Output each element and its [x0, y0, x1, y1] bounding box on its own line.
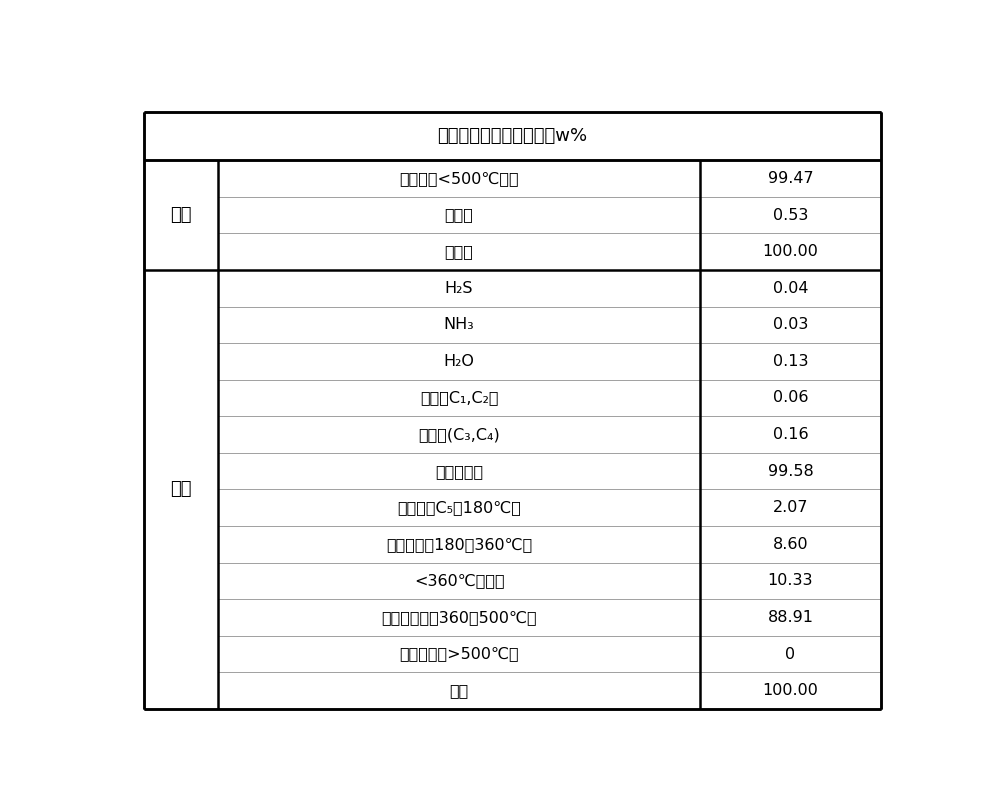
- Text: 耗氢量: 耗氢量: [445, 207, 474, 223]
- Text: 液化气(C₃,C₄): 液化气(C₃,C₄): [418, 427, 500, 442]
- Text: 0.04: 0.04: [773, 281, 808, 295]
- Text: H₂S: H₂S: [445, 281, 473, 295]
- Text: 100.00: 100.00: [762, 245, 818, 259]
- Text: 合计: 合计: [449, 683, 469, 698]
- Text: 柴油馏分（180～360℃）: 柴油馏分（180～360℃）: [386, 537, 532, 552]
- Text: 0.53: 0.53: [773, 207, 808, 223]
- Text: 出料: 出料: [170, 480, 192, 499]
- Text: 2.07: 2.07: [773, 500, 808, 515]
- Text: 总液体产品: 总液体产品: [435, 464, 483, 479]
- Text: 总进料: 总进料: [445, 245, 474, 259]
- Text: 0.16: 0.16: [773, 427, 808, 442]
- Text: H₂O: H₂O: [444, 354, 475, 369]
- Text: 废润滑油<500℃馏分: 废润滑油<500℃馏分: [399, 171, 519, 186]
- Text: 物料平衡（占总进料），w%: 物料平衡（占总进料），w%: [437, 128, 588, 145]
- Text: 石脑油（C₅～180℃）: 石脑油（C₅～180℃）: [397, 500, 521, 515]
- Text: 0.13: 0.13: [773, 354, 808, 369]
- Text: 99.58: 99.58: [768, 464, 813, 479]
- Text: 88.91: 88.91: [767, 610, 813, 625]
- Text: 0.03: 0.03: [773, 317, 808, 332]
- Text: 减压馏分油（360～500℃）: 减压馏分油（360～500℃）: [381, 610, 537, 625]
- Text: 减压尾油（>500℃）: 减压尾油（>500℃）: [399, 646, 519, 662]
- Text: <360℃的馏分: <360℃的馏分: [414, 574, 504, 588]
- Text: 10.33: 10.33: [768, 574, 813, 588]
- Text: 进料: 进料: [170, 206, 192, 224]
- Text: 0.06: 0.06: [773, 391, 808, 405]
- Text: 99.47: 99.47: [768, 171, 813, 186]
- Text: NH₃: NH₃: [444, 317, 474, 332]
- Text: 干气（C₁,C₂）: 干气（C₁,C₂）: [420, 391, 498, 405]
- Text: 8.60: 8.60: [773, 537, 808, 552]
- Text: 100.00: 100.00: [762, 683, 818, 698]
- Text: 0: 0: [785, 646, 795, 662]
